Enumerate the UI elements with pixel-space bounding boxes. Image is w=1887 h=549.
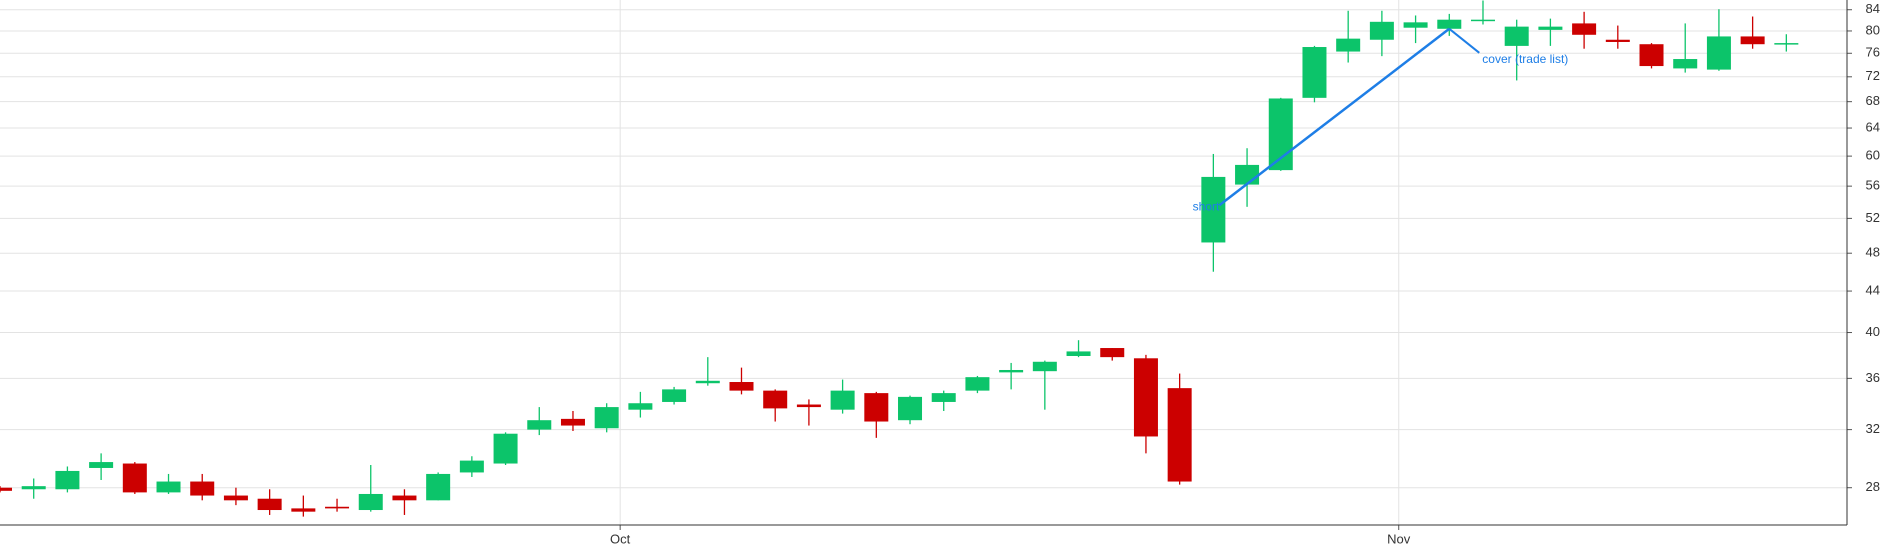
candle-body xyxy=(1605,39,1630,42)
candle-body xyxy=(1100,348,1125,358)
y-tick-label: 68 xyxy=(1866,93,1880,108)
candle-body xyxy=(1504,26,1529,46)
candle-body xyxy=(257,498,282,511)
y-tick-label: 48 xyxy=(1866,245,1880,260)
candle-body xyxy=(1572,23,1597,35)
candle-body xyxy=(1167,388,1192,482)
y-tick-label: 44 xyxy=(1866,282,1880,297)
x-tick-label: Nov xyxy=(1387,531,1411,546)
candle-body xyxy=(55,470,80,490)
y-tick-label: 64 xyxy=(1866,119,1880,134)
candle-body xyxy=(1336,38,1361,52)
candle-body xyxy=(0,487,12,491)
y-tick-label: 60 xyxy=(1866,148,1880,163)
candle-body xyxy=(662,389,687,402)
candle-body xyxy=(898,396,923,421)
candle-body xyxy=(1673,59,1698,69)
candle-body xyxy=(156,481,181,493)
y-tick-label: 28 xyxy=(1866,479,1880,494)
y-tick-label: 40 xyxy=(1866,324,1880,339)
annotation-label: short xyxy=(1193,199,1220,213)
candle-body xyxy=(1437,19,1462,29)
candle-body xyxy=(1403,22,1428,28)
candle-body xyxy=(122,463,147,493)
candle-body xyxy=(1470,19,1495,22)
candle-body xyxy=(190,481,215,496)
trade-line xyxy=(1218,27,1451,207)
candle-body xyxy=(1740,36,1765,45)
x-tick-label: Oct xyxy=(610,531,631,546)
candle-body xyxy=(796,404,821,408)
candle-body xyxy=(1639,44,1664,67)
candle-body xyxy=(89,462,114,468)
candle-body xyxy=(325,506,350,509)
candle-body xyxy=(291,508,316,512)
candle-body xyxy=(628,403,653,410)
candle-body xyxy=(459,460,484,473)
y-tick-label: 72 xyxy=(1866,68,1880,83)
candle-body xyxy=(1706,36,1731,70)
candle-body xyxy=(1538,26,1563,30)
candle-body xyxy=(1369,21,1394,40)
annotation-label: cover (trade list) xyxy=(1482,52,1568,66)
y-tick-label: 56 xyxy=(1866,178,1880,193)
y-tick-label: 84 xyxy=(1866,1,1880,16)
y-tick-label: 52 xyxy=(1866,210,1880,225)
annotation-leader xyxy=(1448,28,1480,54)
candle-body xyxy=(763,390,788,409)
candle-body xyxy=(223,495,248,501)
candle-body xyxy=(830,390,855,410)
candle-body xyxy=(1133,358,1158,437)
candle-body xyxy=(1774,43,1799,45)
candle-body xyxy=(527,420,552,430)
candle-body xyxy=(358,493,383,511)
y-tick-label: 76 xyxy=(1866,45,1880,60)
candle-body xyxy=(1066,351,1091,356)
y-tick-label: 32 xyxy=(1866,421,1880,436)
candle-body xyxy=(1302,47,1327,98)
candle-body xyxy=(493,433,518,464)
candle-body xyxy=(695,380,720,384)
y-tick-label: 80 xyxy=(1866,22,1880,37)
candle-body xyxy=(21,486,46,490)
candle-body xyxy=(729,382,754,391)
candle-body xyxy=(560,418,585,426)
y-tick-label: 36 xyxy=(1866,370,1880,385)
candle-body xyxy=(594,407,619,429)
candle-body xyxy=(931,393,956,402)
candle-body xyxy=(426,473,451,501)
candle-body xyxy=(1201,176,1226,243)
candle-body xyxy=(392,495,417,501)
candle-body xyxy=(1235,164,1260,185)
candle-body xyxy=(864,393,889,422)
candle-body xyxy=(999,369,1024,373)
candle-body xyxy=(965,377,990,391)
candle-body xyxy=(1032,361,1057,372)
